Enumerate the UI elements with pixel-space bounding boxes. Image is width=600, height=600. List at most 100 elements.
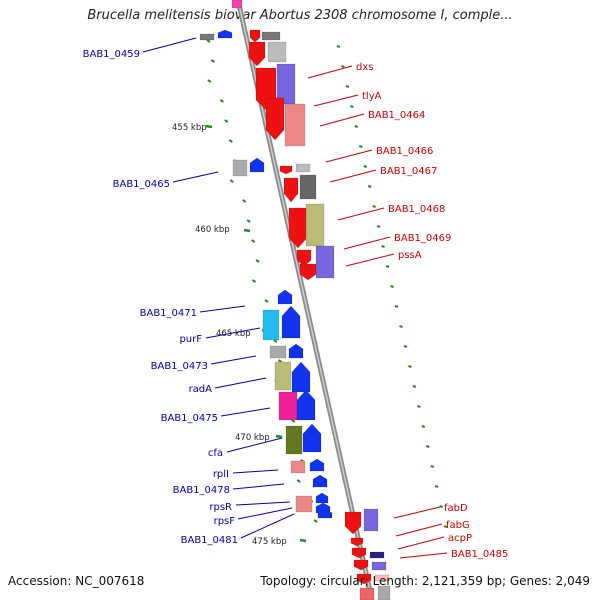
ruler-tick [255, 259, 260, 263]
ruler-label: 460 kbp [195, 225, 230, 235]
gene-label-bab1_0481[interactable]: BAB1_0481 [181, 535, 238, 546]
ruler-tick [434, 485, 439, 488]
gene-label-tlya[interactable]: tlyA [362, 91, 382, 102]
gene-label-bab1_0468[interactable]: BAB1_0468 [388, 204, 445, 215]
gene-label-purf[interactable]: purF [179, 334, 202, 345]
reverse-gene-arrow [309, 458, 325, 472]
ruler-tick [291, 419, 296, 423]
cog-box [232, 159, 248, 177]
ruler-tick [210, 59, 215, 63]
ruler-major-tick [205, 124, 213, 129]
genes-value: 2,049 [555, 574, 590, 588]
ruler-tick [219, 99, 224, 103]
ruler-tick [273, 339, 278, 343]
topology-value: circular [320, 574, 365, 588]
cog-box [267, 41, 287, 63]
cog-box [278, 391, 298, 421]
accession-label: Accession: [8, 574, 72, 588]
ruler-tick [358, 145, 363, 148]
ruler-tick [376, 225, 381, 228]
reverse-gene-arrow [277, 289, 293, 305]
gene-label-bab1_0469[interactable]: BAB1_0469 [394, 233, 451, 244]
ruler-tick [443, 525, 448, 528]
leader-line-fabd [393, 506, 441, 519]
ruler-tick [206, 39, 211, 43]
gene-label-bab1_0485[interactable]: BAB1_0485 [451, 549, 508, 560]
ruler-tick [385, 265, 390, 268]
cog-box [284, 103, 306, 147]
reverse-gene-arrow [302, 423, 322, 453]
leader-line-acpp [397, 536, 445, 550]
ruler-tick [408, 365, 412, 368]
gene-label-bab1_0473[interactable]: BAB1_0473 [151, 361, 208, 372]
ruler-tick [412, 385, 417, 388]
ruler-tick [229, 179, 234, 183]
ruler-tick [228, 139, 233, 143]
leader-line-bab1_0467 [329, 169, 377, 183]
ruler-major-tick [275, 434, 283, 439]
forward-gene-arrow [265, 97, 285, 141]
reverse-gene-arrow [296, 389, 316, 421]
accession-value: NC_007618 [75, 574, 145, 588]
leader-line-rpsr [235, 501, 291, 506]
forward-gene-arrow [296, 249, 312, 267]
label-leaders [142, 37, 448, 559]
forward-gene-arrow [356, 573, 372, 585]
reverse-gene-arrow [315, 492, 329, 504]
ruler-tick [246, 219, 251, 223]
ruler-labels: 455 kbp 460 kbp 465 kbp 470 kbp 475 kbp [172, 123, 287, 547]
leader-line-bab1_0468 [337, 207, 385, 221]
gene-label-bab1_0465[interactable]: BAB1_0465 [113, 179, 170, 190]
cog-box [359, 587, 375, 600]
forward-gene-arrow [350, 537, 364, 547]
cog-box [290, 460, 306, 474]
gene-label-bab1_0478[interactable]: BAB1_0478 [173, 485, 230, 496]
leader-line-rpli [232, 469, 279, 474]
reverse-gene-arrow [217, 29, 233, 39]
length-label: Length: [372, 574, 419, 588]
gene-label-rpsf[interactable]: rpsF [214, 516, 236, 527]
ruler-tick [264, 299, 269, 303]
accession-info: Accession: NC_007618 [8, 574, 144, 588]
reverse-gene-arrow [291, 361, 311, 393]
length-value: 2,121,359 bp [421, 574, 502, 588]
reverse-gene-arrow [281, 305, 301, 339]
gene-label-bab1_0459[interactable]: BAB1_0459 [83, 49, 140, 60]
gene-label-bab1_0475[interactable]: BAB1_0475 [161, 413, 218, 424]
cog-box [261, 31, 281, 41]
cog-box [274, 361, 292, 391]
gene-label-rpli[interactable]: rplI [213, 469, 229, 480]
cog-box [231, 0, 243, 9]
reverse-gene-arrow [312, 474, 328, 488]
leader-line-purf [205, 327, 261, 339]
ruler-tick [336, 45, 341, 48]
forward-gene-arrow [283, 177, 299, 203]
gene-label-dxs[interactable]: dxs [356, 62, 373, 73]
gene-label-bab1_0464[interactable]: BAB1_0464 [368, 110, 425, 121]
gene-label-fabd[interactable]: fabD [444, 503, 468, 514]
gene-label-bab1_0471[interactable]: BAB1_0471 [140, 308, 197, 319]
ruler-tick [341, 65, 345, 68]
ruler-tick [430, 465, 435, 468]
gene-label-acpp[interactable]: acpP [448, 533, 472, 544]
leader-line-bab1_0464 [319, 113, 365, 127]
gene-label-bab1_0467[interactable]: BAB1_0467 [380, 166, 437, 177]
forward-gene-arrow [344, 511, 362, 535]
gene-label-fabg[interactable]: fabG [446, 520, 470, 531]
ruler-tick [363, 165, 368, 168]
gene-label-rpsr[interactable]: rpsR [209, 502, 232, 513]
forward-gene-arrow [288, 207, 308, 249]
gene-label-bab1_0466[interactable]: BAB1_0466 [376, 146, 433, 157]
ruler-tick [390, 285, 394, 288]
gene-label-pssa[interactable]: pssA [398, 250, 422, 261]
cog-box [295, 495, 313, 513]
gene-features [199, 0, 391, 600]
gene-label-rada[interactable]: radA [189, 384, 213, 395]
gene-label-cfa[interactable]: cfa [208, 448, 223, 459]
ruler-tick [277, 359, 282, 363]
topology-label: Topology: [260, 574, 317, 588]
leader-line-bab1_0465 [172, 171, 219, 183]
ruler-label: 455 kbp [172, 123, 207, 133]
ruler-tick [350, 105, 354, 108]
